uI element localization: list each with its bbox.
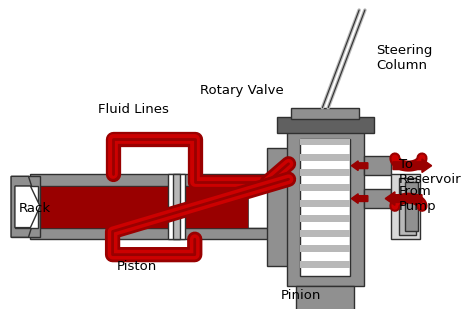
Bar — [300, 138, 350, 276]
Bar — [304, 313, 346, 314]
Bar — [30, 186, 320, 228]
Text: Steering
Column: Steering Column — [376, 44, 433, 73]
Polygon shape — [15, 186, 40, 228]
Text: From
Pump: From Pump — [399, 185, 437, 213]
Bar — [185, 186, 248, 228]
FancyArrow shape — [351, 194, 368, 203]
Bar — [300, 261, 350, 268]
Bar — [168, 174, 185, 239]
Bar — [292, 108, 359, 119]
Bar — [300, 184, 350, 191]
Bar — [364, 156, 391, 176]
Text: Rack: Rack — [19, 202, 51, 215]
Bar — [277, 117, 374, 133]
Bar — [300, 215, 350, 222]
Bar — [391, 174, 420, 239]
Bar — [300, 246, 350, 252]
Bar — [364, 189, 391, 208]
Bar — [30, 228, 320, 239]
Text: Rotary Valve: Rotary Valve — [200, 84, 283, 97]
Bar — [300, 200, 350, 207]
Bar — [11, 176, 40, 237]
Bar — [405, 182, 418, 231]
Bar — [173, 174, 180, 239]
FancyArrow shape — [393, 159, 432, 172]
Bar — [267, 148, 289, 266]
Bar — [30, 174, 320, 186]
FancyArrow shape — [385, 192, 422, 205]
Bar — [300, 138, 350, 145]
Bar — [300, 230, 350, 237]
Bar — [15, 186, 38, 228]
Bar — [30, 186, 168, 228]
Polygon shape — [11, 176, 38, 237]
Bar — [399, 178, 416, 235]
Bar — [287, 129, 364, 286]
FancyArrow shape — [351, 161, 368, 171]
Bar — [300, 169, 350, 176]
Bar — [300, 154, 350, 161]
Text: To
Reservoir: To Reservoir — [399, 158, 461, 186]
Bar — [296, 286, 354, 313]
Text: Piston: Piston — [117, 260, 157, 273]
Text: Pinion: Pinion — [281, 289, 321, 302]
Text: Fluid Lines: Fluid Lines — [98, 103, 169, 116]
